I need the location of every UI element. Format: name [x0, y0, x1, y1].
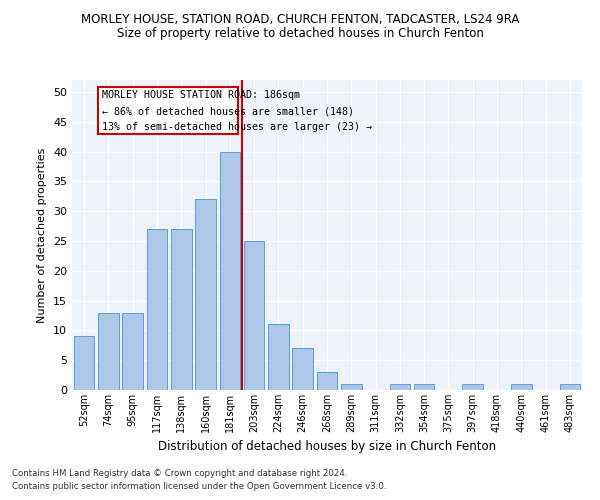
- Bar: [195, 199, 216, 390]
- Bar: [414, 384, 434, 390]
- Text: Contains HM Land Registry data © Crown copyright and database right 2024.: Contains HM Land Registry data © Crown c…: [12, 468, 347, 477]
- Text: Size of property relative to detached houses in Church Fenton: Size of property relative to detached ho…: [116, 28, 484, 40]
- Bar: [463, 384, 483, 390]
- Text: 13% of semi-detached houses are larger (23) →: 13% of semi-detached houses are larger (…: [103, 122, 373, 132]
- Text: Contains public sector information licensed under the Open Government Licence v3: Contains public sector information licen…: [12, 482, 386, 491]
- Bar: [171, 229, 191, 390]
- Y-axis label: Number of detached properties: Number of detached properties: [37, 148, 47, 322]
- Bar: [341, 384, 362, 390]
- Text: ← 86% of detached houses are smaller (148): ← 86% of detached houses are smaller (14…: [103, 106, 355, 116]
- FancyBboxPatch shape: [97, 87, 238, 134]
- Bar: [560, 384, 580, 390]
- Bar: [220, 152, 240, 390]
- Bar: [511, 384, 532, 390]
- Text: MORLEY HOUSE, STATION ROAD, CHURCH FENTON, TADCASTER, LS24 9RA: MORLEY HOUSE, STATION ROAD, CHURCH FENTO…: [81, 12, 519, 26]
- Bar: [74, 336, 94, 390]
- Text: MORLEY HOUSE STATION ROAD: 186sqm: MORLEY HOUSE STATION ROAD: 186sqm: [103, 90, 301, 100]
- Bar: [292, 348, 313, 390]
- Bar: [146, 229, 167, 390]
- X-axis label: Distribution of detached houses by size in Church Fenton: Distribution of detached houses by size …: [158, 440, 496, 454]
- Bar: [317, 372, 337, 390]
- Bar: [268, 324, 289, 390]
- Bar: [389, 384, 410, 390]
- Bar: [244, 241, 265, 390]
- Bar: [122, 312, 143, 390]
- Bar: [98, 312, 119, 390]
